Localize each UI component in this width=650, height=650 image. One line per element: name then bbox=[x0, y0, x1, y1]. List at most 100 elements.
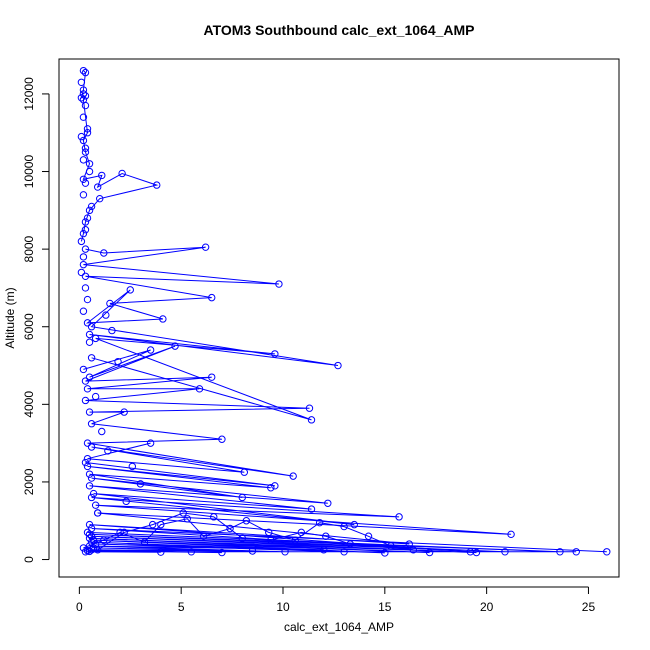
data-point bbox=[218, 548, 226, 557]
data-point bbox=[89, 536, 98, 544]
x-tick-label: 0 bbox=[76, 600, 83, 614]
series-line bbox=[83, 345, 310, 477]
data-point bbox=[387, 542, 395, 550]
data-point bbox=[79, 253, 88, 261]
data-point bbox=[315, 518, 324, 527]
data-point bbox=[91, 501, 100, 509]
data-point bbox=[226, 524, 234, 533]
y-axis-label: Altitude (m) bbox=[3, 287, 17, 348]
data-point bbox=[87, 323, 96, 331]
data-point bbox=[281, 548, 289, 556]
data-point bbox=[267, 484, 275, 492]
data-point bbox=[93, 509, 102, 517]
data-point bbox=[98, 171, 106, 180]
data-point bbox=[77, 237, 86, 246]
data-point bbox=[83, 462, 92, 471]
data-point bbox=[77, 94, 86, 102]
data-point bbox=[271, 350, 279, 358]
data-point bbox=[83, 214, 92, 222]
data-point bbox=[603, 548, 611, 556]
data-point bbox=[265, 528, 273, 537]
data-point bbox=[85, 167, 94, 176]
data-point bbox=[501, 548, 509, 556]
x-tick-label: 5 bbox=[178, 600, 185, 614]
data-point bbox=[81, 92, 90, 100]
data-point bbox=[267, 536, 275, 544]
data-point bbox=[507, 530, 515, 539]
data-point bbox=[81, 548, 90, 556]
data-point bbox=[157, 548, 165, 556]
x-tick-label: 20 bbox=[480, 600, 494, 614]
data-point bbox=[81, 396, 90, 405]
series-line bbox=[83, 246, 339, 421]
data-point bbox=[79, 307, 88, 315]
data-point bbox=[153, 181, 161, 189]
data-point bbox=[81, 377, 90, 385]
data-point bbox=[572, 548, 580, 556]
data-point bbox=[98, 427, 106, 436]
data-point bbox=[271, 482, 279, 490]
data-point bbox=[79, 136, 88, 145]
data-point bbox=[87, 202, 96, 211]
y-tick-label: 0 bbox=[22, 556, 36, 563]
data-point bbox=[83, 295, 92, 304]
series-line bbox=[80, 70, 159, 242]
series-line bbox=[83, 512, 414, 551]
y-tick-label: 12000 bbox=[22, 77, 36, 111]
data-point bbox=[183, 515, 191, 523]
data-point bbox=[305, 404, 314, 412]
data-point bbox=[81, 148, 90, 156]
y-tick-label: 6000 bbox=[22, 313, 36, 340]
data-point bbox=[83, 319, 92, 327]
data-point bbox=[93, 183, 102, 191]
data-point bbox=[146, 439, 155, 447]
data-point bbox=[91, 392, 100, 401]
data-point bbox=[77, 132, 86, 141]
data-point bbox=[85, 408, 94, 416]
data-point bbox=[79, 156, 88, 164]
data-point bbox=[93, 546, 102, 554]
data-point bbox=[79, 90, 88, 98]
data-point bbox=[87, 420, 96, 428]
data-point bbox=[199, 532, 208, 540]
data-point bbox=[128, 462, 137, 471]
data-point bbox=[275, 280, 283, 288]
data-point bbox=[81, 144, 90, 152]
data-point bbox=[218, 435, 226, 443]
data-point bbox=[126, 286, 134, 294]
data-point bbox=[334, 361, 342, 370]
data-point bbox=[81, 226, 90, 234]
data-point bbox=[120, 528, 128, 537]
series-line bbox=[85, 462, 607, 553]
data-point bbox=[122, 497, 130, 506]
data-point bbox=[238, 534, 246, 542]
data-point bbox=[85, 338, 94, 346]
data-point bbox=[87, 474, 96, 482]
data-point bbox=[472, 548, 481, 557]
data-point bbox=[140, 538, 149, 546]
data-point bbox=[83, 125, 92, 133]
data-point bbox=[556, 548, 564, 556]
data-point bbox=[381, 549, 389, 557]
data-point bbox=[83, 454, 92, 463]
data-point bbox=[405, 540, 413, 548]
data-point bbox=[77, 78, 86, 86]
data-point bbox=[79, 544, 88, 552]
data-point bbox=[96, 194, 104, 203]
data-point bbox=[146, 346, 155, 354]
y-tick-label: 2000 bbox=[22, 468, 36, 495]
data-point bbox=[157, 520, 165, 529]
data-point bbox=[87, 532, 96, 540]
data-point bbox=[208, 293, 216, 302]
x-tick-label: 15 bbox=[378, 600, 392, 614]
data-point bbox=[102, 311, 110, 319]
data-point bbox=[81, 218, 90, 226]
data-point bbox=[171, 342, 179, 350]
data-point bbox=[395, 513, 403, 521]
data-point bbox=[79, 175, 88, 183]
data-point bbox=[81, 179, 90, 187]
data-point bbox=[85, 373, 94, 381]
data-point bbox=[79, 66, 88, 75]
data-point bbox=[79, 191, 88, 199]
data-point bbox=[87, 354, 96, 362]
